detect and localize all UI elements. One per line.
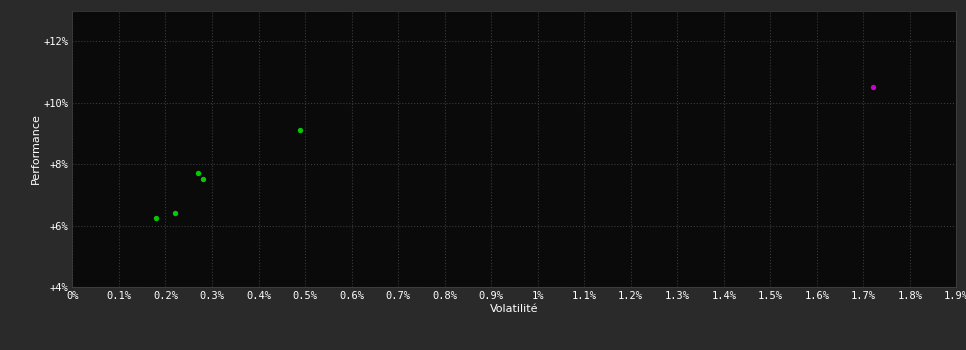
Point	[167, 210, 183, 216]
Point	[149, 215, 164, 221]
Point	[293, 127, 308, 133]
X-axis label: Volatilité: Volatilité	[490, 304, 539, 314]
Point	[190, 170, 206, 176]
Y-axis label: Performance: Performance	[31, 113, 41, 184]
Point	[195, 177, 211, 182]
Point	[865, 84, 880, 90]
